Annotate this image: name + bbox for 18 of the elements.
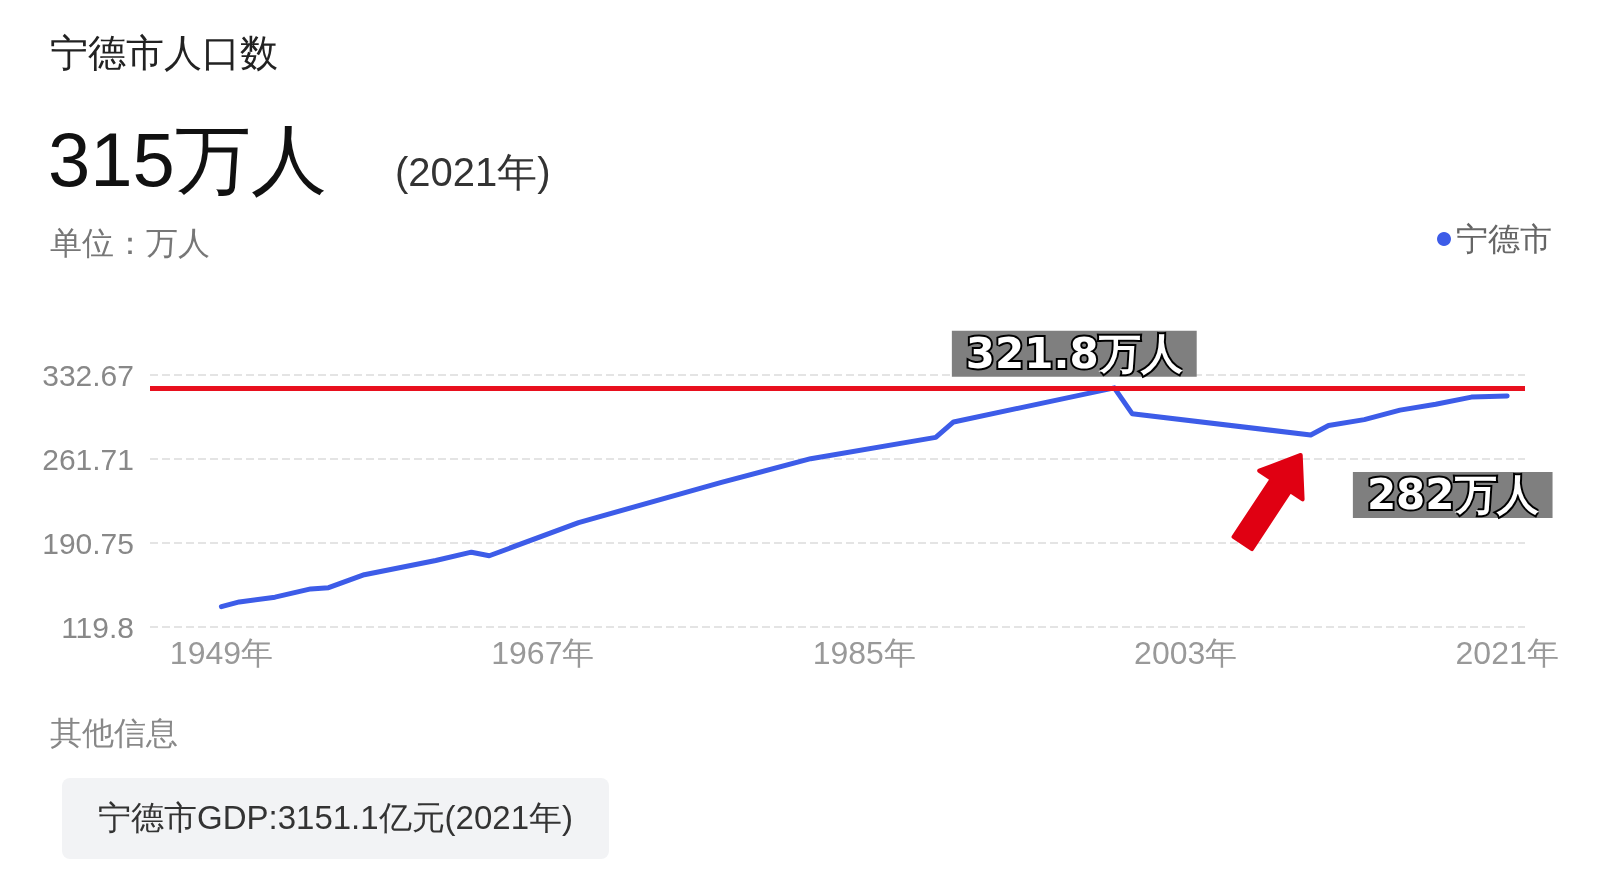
x-tick-label: 1985年: [812, 635, 916, 671]
legend-label: 宁德市: [1456, 221, 1552, 257]
chart-title: 宁德市人口数: [50, 31, 278, 76]
x-tick-label: 1967年: [491, 635, 595, 671]
chart-subtitle: 315万人: [48, 116, 327, 204]
text: 其他信息: [50, 714, 178, 753]
text: 宁德市GDP:3151.1亿元(2021年): [62, 778, 610, 859]
y-tick-label: 261.71: [42, 442, 134, 476]
x-tick-label: 2003年: [1134, 635, 1238, 671]
y-tick-label: 190.75: [42, 526, 134, 560]
y-tick-label: 332.67: [42, 358, 134, 392]
y-tick-label: 119.8: [61, 610, 134, 644]
annotation: 321.8万人: [965, 329, 1183, 379]
x-tick-label: 2021年: [1455, 635, 1559, 671]
annotation: 282万人: [1366, 470, 1539, 520]
text: (2021年): [395, 149, 551, 196]
x-tick-label: 1949年: [169, 635, 274, 671]
y-axis-title: 单位：万人: [50, 224, 210, 263]
